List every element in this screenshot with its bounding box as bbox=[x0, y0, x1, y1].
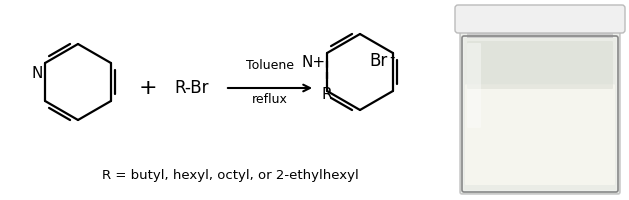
Bar bbox=[467, 28, 613, 38]
Text: R: R bbox=[322, 87, 332, 102]
Bar bbox=[464, 38, 616, 190]
Text: R = butyl, hexyl, octyl, or 2-ethylhexyl: R = butyl, hexyl, octyl, or 2-ethylhexyl bbox=[102, 169, 359, 182]
Text: N+: N+ bbox=[302, 55, 326, 70]
Text: +: + bbox=[138, 78, 157, 98]
FancyBboxPatch shape bbox=[455, 5, 625, 33]
FancyBboxPatch shape bbox=[467, 43, 481, 128]
Text: Br: Br bbox=[369, 52, 387, 70]
FancyBboxPatch shape bbox=[465, 84, 615, 185]
Text: N: N bbox=[31, 66, 43, 81]
Text: R-Br: R-Br bbox=[175, 79, 209, 97]
Text: -: - bbox=[389, 49, 394, 64]
FancyBboxPatch shape bbox=[467, 41, 613, 89]
Text: Toluene: Toluene bbox=[246, 59, 294, 72]
FancyBboxPatch shape bbox=[460, 24, 620, 194]
Text: reflux: reflux bbox=[252, 93, 288, 106]
